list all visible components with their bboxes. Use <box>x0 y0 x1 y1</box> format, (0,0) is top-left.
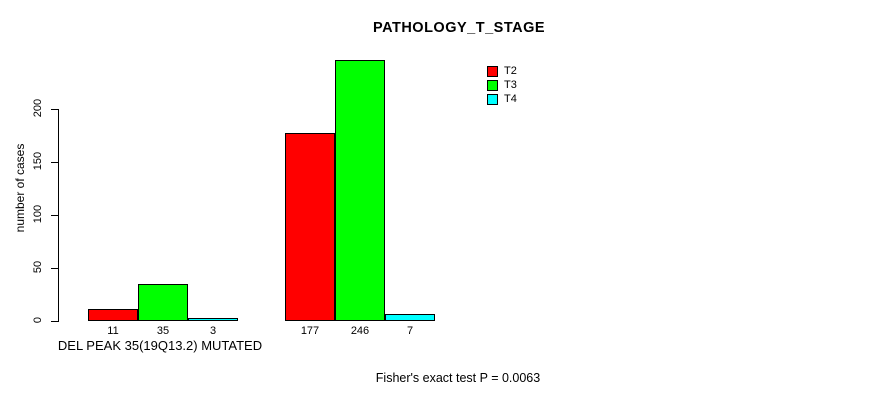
legend-swatch-T2 <box>487 65 498 77</box>
legend-item-T4: T4 <box>487 92 517 106</box>
y-axis-tick <box>51 268 58 269</box>
y-axis-tick-label: 0 <box>32 316 44 324</box>
bar-value-label: 246 <box>350 325 370 337</box>
bar-T3-group1 <box>138 283 188 321</box>
y-axis-tick <box>51 321 58 322</box>
y-axis-title: number of cases <box>13 143 27 233</box>
x-group-label: DEL PEAK 35(19Q13.2) MUTATED <box>57 338 263 353</box>
bar-value-label: 7 <box>406 325 414 337</box>
legend-item-T2: T2 <box>487 64 517 78</box>
bar-value-label: 3 <box>209 325 217 337</box>
y-axis-tick-label: 200 <box>32 98 44 118</box>
legend-label-T3: T3 <box>504 79 517 91</box>
legend-swatch-T4 <box>487 93 498 105</box>
legend-item-T3: T3 <box>487 78 517 92</box>
bar-value-label: 177 <box>300 325 320 337</box>
y-axis-line <box>58 109 59 322</box>
annotation-text: Fisher's exact test P = 0.0063 <box>375 371 541 385</box>
legend: T2 T3 T4 <box>487 64 517 106</box>
bar-T2-group2 <box>285 133 335 321</box>
bar-T4-group2 <box>385 313 435 321</box>
bar-T4-group1 <box>188 317 238 321</box>
legend-swatch-T3 <box>487 79 498 91</box>
y-axis-tick <box>51 109 58 110</box>
bar-T3-group2 <box>335 60 385 321</box>
legend-label-T4: T4 <box>504 93 517 105</box>
y-axis-tick-label: 100 <box>32 204 44 224</box>
bar-value-label: 11 <box>107 325 119 337</box>
y-axis-tick-label: 150 <box>32 151 44 171</box>
y-axis-tick <box>51 215 58 216</box>
y-axis-tick <box>51 162 58 163</box>
chart-title: PATHOLOGY_T_STAGE <box>372 20 546 36</box>
y-axis-tick-label: 50 <box>32 260 44 274</box>
legend-label-T2: T2 <box>504 65 517 77</box>
bar-T2-group1 <box>88 309 138 321</box>
bar-value-label: 35 <box>156 325 170 337</box>
